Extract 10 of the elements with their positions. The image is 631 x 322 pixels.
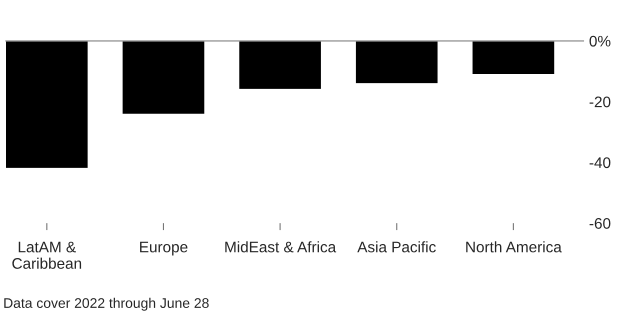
- y-tick-label: -40: [590, 157, 610, 168]
- y-tick-label: -60: [590, 218, 610, 229]
- x-tick-label: LatAM & Caribbean: [12, 242, 82, 269]
- y-tick-label: 0%: [590, 36, 610, 47]
- text: Data cover 2022 through June 28: [4, 298, 209, 311]
- y-tick-label: -20: [590, 96, 610, 108]
- x-tick-label: MidEast & Africa: [225, 241, 336, 252]
- x-tick-label: Europe: [140, 242, 188, 256]
- x-tick-label: Asia Pacific: [357, 241, 436, 252]
- x-tick-label: North America: [466, 241, 562, 252]
